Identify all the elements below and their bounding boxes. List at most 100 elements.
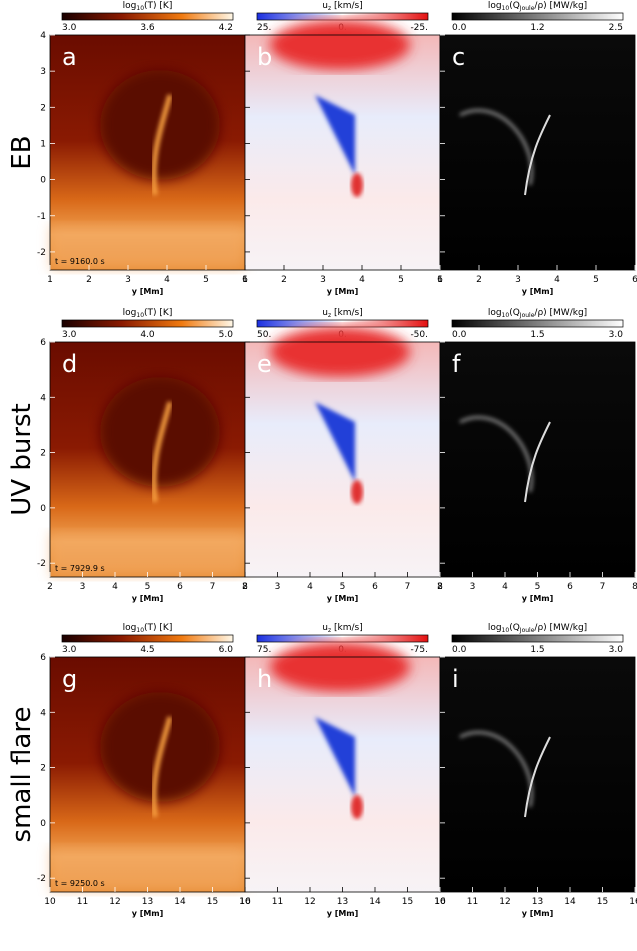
colorbar [451, 12, 624, 21]
panel-detail [270, 20, 410, 197]
x-tick-label: 14 [564, 897, 576, 907]
colorbar-tick-label: 3.6 [140, 23, 155, 33]
colorbar-label-part: 10 [136, 312, 144, 319]
colorbar-label: uz [km/s] [322, 623, 362, 634]
time-label: t = 9250.0 s [55, 879, 105, 888]
colorbar-label-part: /ρ) [MW/kg] [534, 308, 587, 318]
panel-letter: d [62, 350, 77, 378]
row-label: UV burst [7, 403, 37, 516]
panel-letter: a [62, 43, 77, 71]
panel-detail [270, 642, 410, 819]
x-tick-label: 11 [467, 897, 478, 907]
colorbar-label-part: 10 [502, 5, 510, 12]
x-tick-label: 3 [125, 275, 131, 285]
x-tick-label: 12 [304, 897, 315, 907]
current-structure [524, 736, 551, 818]
x-axis-label: y [Mm] [522, 594, 554, 603]
y-tick-label: 6 [40, 338, 46, 348]
panel-image [440, 342, 635, 577]
x-tick-label: 1 [242, 275, 248, 285]
plasma-structure [50, 847, 245, 892]
x-tick-label: 16 [239, 897, 251, 907]
panel-image [440, 35, 635, 270]
x-tick-label: 2 [476, 275, 482, 285]
x-tick-label: 14 [174, 897, 186, 907]
colorbar [451, 634, 624, 643]
colorbar-tick-label: 3.0 [62, 23, 77, 33]
x-tick-label: 13 [142, 897, 153, 907]
colorbar-label-part: [km/s] [331, 1, 363, 11]
x-tick-label: 14 [369, 897, 381, 907]
y-tick-label: 0 [40, 176, 46, 186]
colorbar-label-part: /ρ) [MW/kg] [534, 623, 587, 633]
colorbar-tick-label: 2.5 [609, 23, 623, 33]
colorbar-label-part: u [322, 308, 328, 318]
current-structure [524, 421, 551, 503]
time-label: t = 9160.0 s [55, 257, 105, 266]
colorbar-label-part: 10 [136, 5, 144, 12]
panel-image [245, 657, 440, 892]
colorbar-label-part: log [488, 1, 502, 11]
x-tick-label: 15 [402, 897, 413, 907]
panel-detail [50, 70, 245, 270]
x-axis-label: y [Mm] [522, 287, 554, 296]
y-tick-label: 0 [40, 819, 46, 829]
x-tick-label: 6 [177, 582, 183, 592]
colorbar-label-part: 10 [502, 312, 510, 319]
x-tick-label: 6 [567, 582, 573, 592]
colorbar-tick-label: 0.0 [452, 23, 467, 33]
panel-image [245, 342, 440, 577]
x-tick-label: 7 [210, 582, 216, 592]
x-tick-label: 6 [632, 275, 637, 285]
current-structure [459, 108, 533, 186]
colorbar-tick-label: 1.2 [530, 23, 544, 33]
colorbar-tick-label: 0.0 [452, 645, 467, 655]
flow-structure [351, 795, 363, 819]
panel-letter: f [452, 350, 461, 378]
panel-image [440, 657, 635, 892]
panel-detail [270, 327, 410, 504]
colorbar [61, 319, 234, 328]
plasma-structure [50, 225, 245, 270]
x-tick-label: 5 [535, 582, 541, 592]
colorbar-tick-label: 1.5 [530, 645, 544, 655]
x-tick-label: 2 [86, 275, 92, 285]
colorbar [256, 12, 429, 21]
current-structure [459, 730, 533, 808]
colorbar-tick-label: 4.5 [140, 645, 154, 655]
colorbar-label-part: log [123, 1, 137, 11]
panel-letter: g [62, 665, 77, 693]
colorbar-tick-label: 3.0 [609, 645, 624, 655]
x-tick-label: 6 [437, 275, 443, 285]
plasma-structure [151, 716, 173, 818]
plasma-structure [151, 401, 173, 503]
colorbar-tick-label: 3.0 [62, 330, 77, 340]
colorbar-label: log10(QJoule/ρ) [MW/kg] [488, 308, 587, 319]
row-label: EB [7, 135, 37, 169]
colorbar-tick-label: 6.0 [219, 645, 234, 655]
x-tick-label: 10 [434, 897, 446, 907]
colorbar-label: log10(T) [K] [123, 1, 173, 12]
colorbar [256, 319, 429, 328]
x-tick-label: 7 [405, 582, 411, 592]
colorbar-label-part: z [328, 5, 331, 12]
colorbar-label-part: log [123, 308, 137, 318]
colorbar-tick-label: 0.0 [452, 330, 467, 340]
colorbar-tick-label: -25. [410, 23, 428, 33]
flow-structure [315, 95, 355, 175]
x-tick-label: 5 [398, 275, 404, 285]
colorbar-label-part: 10 [502, 627, 510, 634]
x-tick-label: 11 [272, 897, 283, 907]
colorbar-tick-label: 4.2 [219, 23, 233, 33]
x-tick-label: 2 [47, 582, 53, 592]
y-tick-label: 1 [40, 139, 46, 149]
y-tick-label: 4 [40, 393, 46, 403]
x-tick-label: 7 [600, 582, 606, 592]
x-axis-label: y [Mm] [132, 909, 164, 918]
colorbar-label: log10(T) [K] [123, 308, 173, 319]
panel-letter: i [452, 665, 459, 693]
colorbar-label-part: log [488, 308, 502, 318]
x-tick-label: 3 [320, 275, 326, 285]
